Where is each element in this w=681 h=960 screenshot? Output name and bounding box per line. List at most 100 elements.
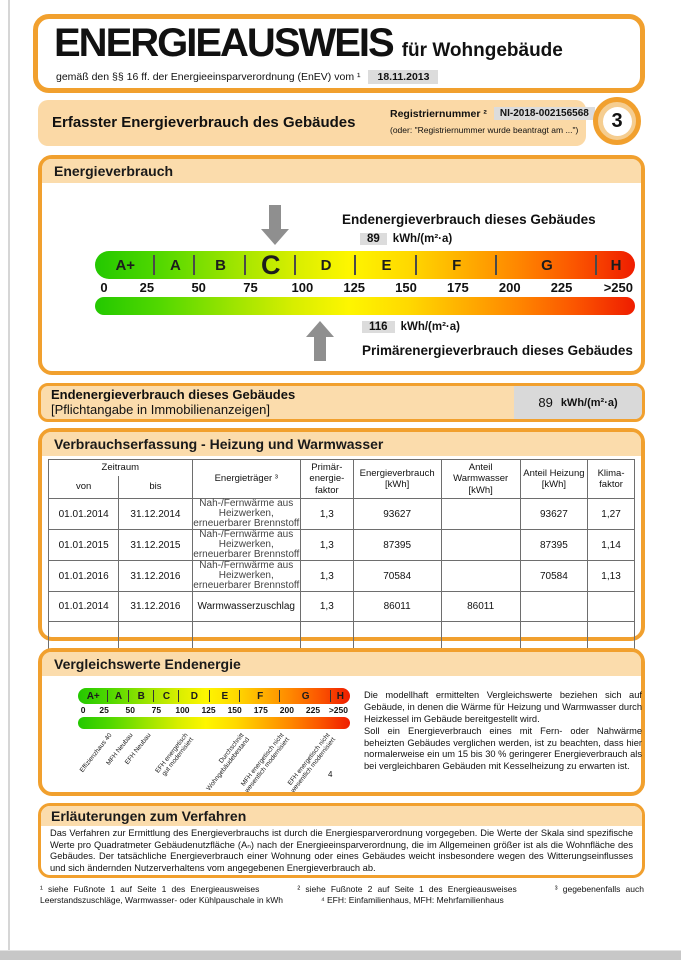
col-header-carrier: Energieträger ³ bbox=[191, 459, 301, 499]
scale-letter: A+ bbox=[115, 256, 136, 274]
comparison-text: Die modellhaft ermittelten Vergleichswer… bbox=[364, 690, 642, 773]
cell-warmwasser bbox=[440, 529, 521, 561]
energy-scale: A+ A B C D E F G H 0 25 50 75 100 125 15… bbox=[95, 250, 635, 315]
scale-letter: A bbox=[114, 690, 123, 702]
scale-segment-b: B bbox=[129, 688, 155, 704]
col-header-consumption: Energieverbrauch [kWh] bbox=[352, 459, 442, 499]
cell-verbrauch: 87395 bbox=[352, 529, 442, 561]
scale-tick: 175 bbox=[447, 280, 469, 295]
cell-von: 01.01.2015 bbox=[47, 529, 120, 561]
comparison-scale: A+ A B C D E F G H 0 25 50 75 100 125 15… bbox=[78, 688, 350, 729]
scale-tick: 75 bbox=[151, 705, 162, 715]
cell-klima bbox=[587, 591, 635, 622]
end-energy-label: Endenergieverbrauch dieses Gebäudes bbox=[342, 212, 596, 227]
col-header-primary-factor: Primär- energie- faktor bbox=[299, 459, 354, 499]
cell-verbrauch: 86011 bbox=[352, 591, 442, 622]
scale-segment-b: B bbox=[195, 251, 246, 279]
comparison-gradient-band bbox=[78, 717, 350, 729]
scale-segment-c-current: C bbox=[246, 250, 297, 280]
cell-klima bbox=[587, 621, 635, 652]
scale-segment-a: A bbox=[108, 688, 129, 704]
cell-faktor bbox=[299, 621, 354, 652]
primary-energy-label: Primärenergieverbrauch dieses Gebäudes bbox=[362, 343, 633, 358]
scale-segment-aplus: A+ bbox=[78, 688, 109, 704]
cell-traeger: Nah-/Fernwärme aus Heizwerken, erneuerba… bbox=[191, 560, 301, 592]
energy-scale-letter-band: A+ A B C D E F G H bbox=[95, 250, 635, 280]
cell-bis bbox=[118, 621, 193, 652]
scale-letter: B bbox=[137, 690, 145, 702]
scale-letter: C bbox=[162, 690, 171, 702]
scale-segment-h: H bbox=[331, 688, 350, 704]
scale-tick: 225 bbox=[305, 705, 321, 715]
scale-tick: 200 bbox=[498, 280, 521, 295]
cell-von: 01.01.2014 bbox=[47, 498, 120, 530]
cell-klima: 1,14 bbox=[587, 529, 635, 561]
col-header-heating: Anteil Heizung [kWh] bbox=[519, 459, 589, 499]
cell-von: 01.01.2016 bbox=[47, 560, 120, 592]
end-energy-value-badge: 89 bbox=[360, 233, 387, 245]
arrow-head bbox=[261, 229, 289, 245]
law-reference-text: gemäß den §§ 16 ff. der Energieeinsparve… bbox=[56, 71, 361, 83]
scale-tick: 175 bbox=[253, 705, 268, 715]
end-energy-unit: kWh/(m²·a) bbox=[392, 233, 453, 245]
cell-bis: 31.12.2016 bbox=[118, 560, 193, 592]
explanations-text: Das Verfahren zur Ermittlung des Energie… bbox=[50, 828, 633, 873]
end-energy-row-text: Endenergieverbrauch dieses Gebäudes [Pfl… bbox=[51, 387, 296, 418]
law-reference-line: gemäß den §§ 16 ff. der Energieeinsparve… bbox=[56, 70, 439, 84]
cell-heizung: 93627 bbox=[519, 498, 589, 530]
scale-letter: G bbox=[301, 690, 310, 702]
page-number-circle: 3 bbox=[593, 97, 641, 145]
usage-table-title: Verbrauchserfassung - Heizung und Warmwa… bbox=[42, 432, 641, 456]
cell-bis: 31.12.2014 bbox=[118, 498, 193, 530]
comparison-box: Vergleichswerte Endenergie A+ A B C D E … bbox=[38, 648, 645, 796]
end-energy-row-title: Endenergieverbrauch dieses Gebäudes bbox=[51, 387, 296, 402]
comparison-tick-row: 0 25 50 75 100 125 150 175 200 225 >250 bbox=[78, 704, 350, 717]
page-number: 3 bbox=[602, 106, 632, 136]
cell-warmwasser bbox=[440, 560, 521, 592]
scale-segment-d: D bbox=[296, 251, 357, 279]
cell-warmwasser bbox=[440, 621, 521, 652]
cell-bis: 31.12.2015 bbox=[118, 529, 193, 561]
energy-scale-tick-row: 0 25 50 75 100 125 150 175 200 225 >250 bbox=[95, 279, 635, 297]
scale-letter: F bbox=[452, 256, 462, 274]
cell-heizung: 70584 bbox=[519, 560, 589, 592]
end-energy-row: Endenergieverbrauch dieses Gebäudes [Pfl… bbox=[38, 383, 645, 422]
cell-faktor: 1,3 bbox=[299, 529, 354, 561]
scale-tick: 150 bbox=[227, 705, 242, 715]
page-title: ENERGIEAUSWEIS bbox=[54, 21, 395, 65]
page-edge-line bbox=[8, 0, 10, 952]
scale-letter: A bbox=[170, 256, 181, 274]
explanations-box: Erläuterungen zum Verfahren Das Verfahre… bbox=[38, 803, 645, 878]
footnote-1: ¹ siehe Fußnote 1 auf Seite 1 des Energi… bbox=[40, 884, 260, 894]
section-header-bar: Erfasster Energieverbrauch des Gebäudes … bbox=[38, 100, 595, 146]
primary-energy-value-badge: 116 bbox=[362, 321, 395, 333]
scale-tick: 25 bbox=[139, 280, 155, 295]
end-energy-row-unit: kWh/(m²·a) bbox=[560, 396, 618, 409]
end-energy-row-subtitle: [Pflichtangabe in Immobilienanzeigen] bbox=[51, 401, 270, 417]
scale-letter: E bbox=[381, 256, 392, 274]
comparison-footnote-marker: 4 bbox=[328, 770, 333, 779]
cell-verbrauch: 93627 bbox=[352, 498, 442, 530]
footnote-2: ² siehe Fußnote 2 auf Seite 1 des Energi… bbox=[297, 884, 517, 894]
page-bottom-edge bbox=[0, 950, 681, 960]
scale-letter: D bbox=[190, 690, 198, 702]
scale-letter: F bbox=[257, 690, 264, 702]
cell-traeger: Nah-/Fernwärme aus Heizwerken, erneuerba… bbox=[191, 498, 301, 530]
scale-letter: H bbox=[336, 690, 344, 702]
table-row: 01.01.2014 31.12.2016 Warmwasserzuschlag… bbox=[47, 591, 635, 622]
scale-letter: A+ bbox=[86, 690, 100, 702]
cell-warmwasser bbox=[440, 498, 521, 530]
comparison-paragraph-2: Soll ein Energieverbrauch eines mit Fern… bbox=[364, 725, 642, 772]
end-energy-row-value-panel: 89 kWh/(m²·a) bbox=[514, 386, 642, 419]
scale-letter: G bbox=[541, 256, 553, 274]
energy-box-title: Energieverbrauch bbox=[42, 159, 641, 183]
cell-traeger: Nah-/Fernwärme aus Heizwerken, erneuerba… bbox=[191, 529, 301, 561]
arrow-shaft bbox=[314, 337, 326, 361]
scale-letter: H bbox=[610, 256, 622, 274]
scale-tick: 50 bbox=[191, 280, 206, 295]
end-energy-row-value: 89 bbox=[538, 395, 553, 410]
usage-table: Zeitraum Energieträger ³ Primär- energie… bbox=[47, 459, 635, 672]
page-title-suffix: für Wohngebäude bbox=[401, 40, 563, 61]
scale-segment-f: F bbox=[417, 251, 497, 279]
